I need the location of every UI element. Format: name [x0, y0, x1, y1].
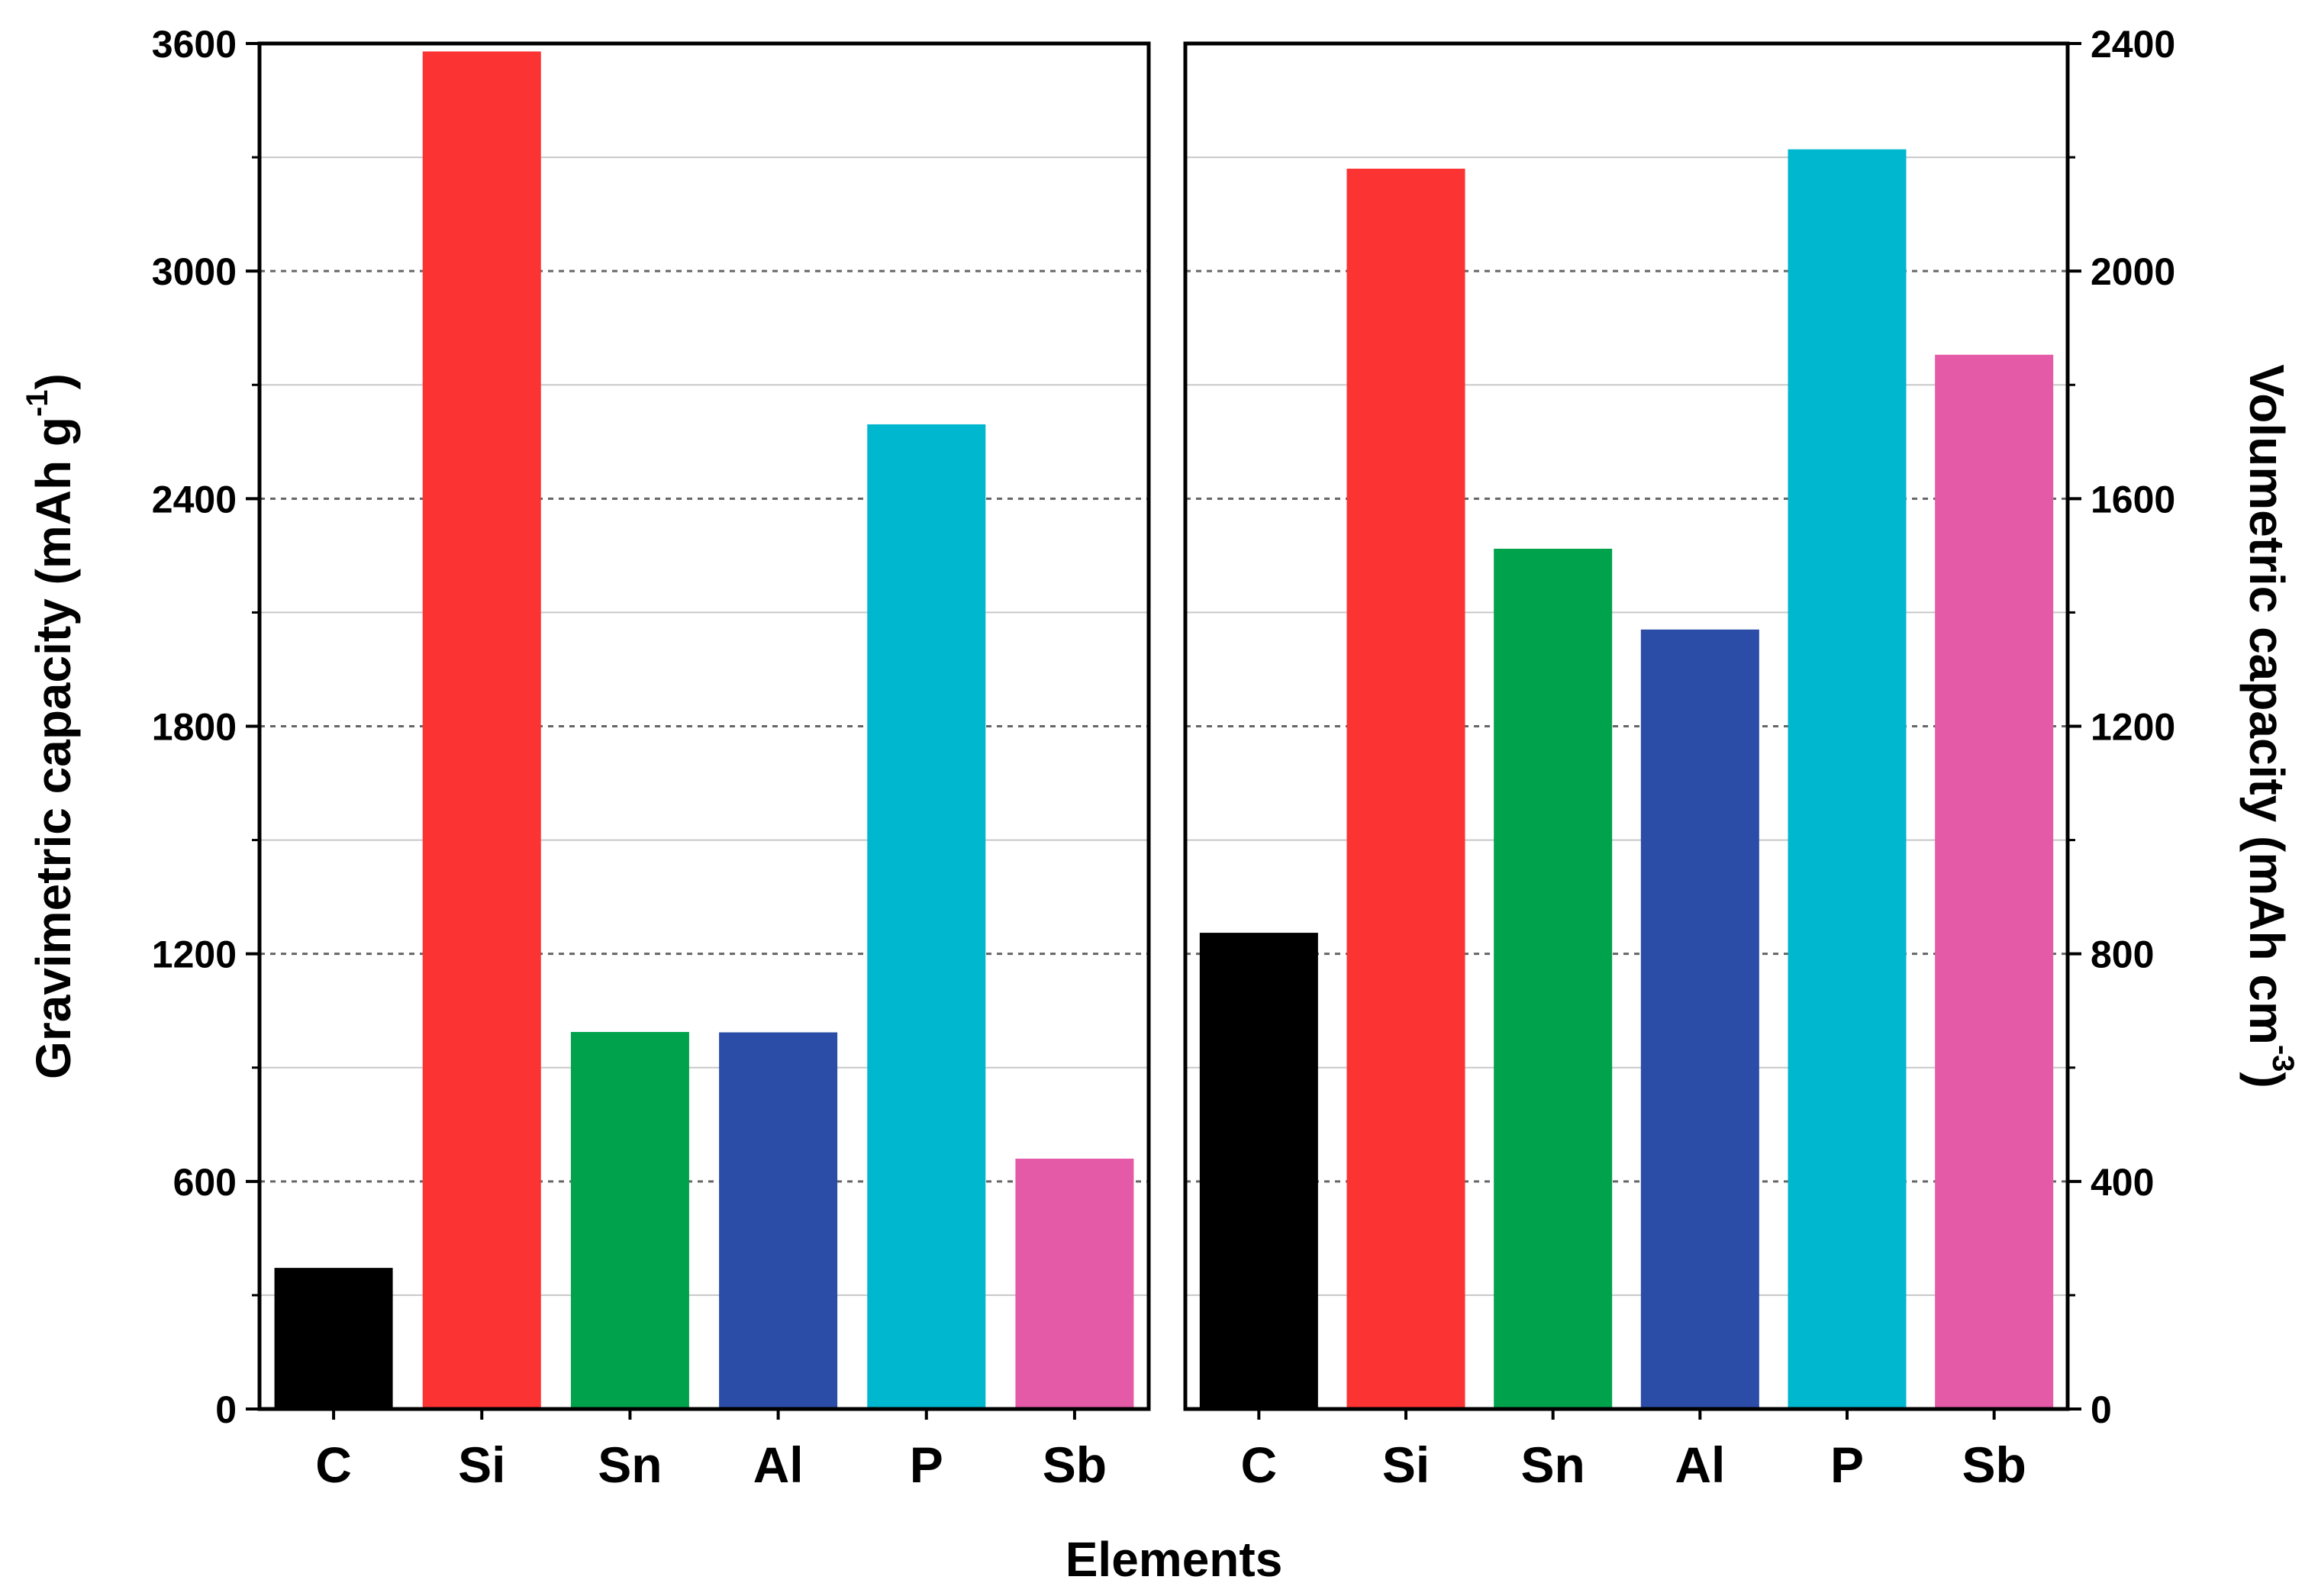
y-tick-label: 2400: [152, 478, 237, 521]
y-tick-label: 0: [2091, 1388, 2112, 1431]
x-tick-label-c: C: [1240, 1436, 1277, 1493]
y-tick-label: 1600: [2091, 478, 2175, 521]
x-tick-label-sb: Sb: [1043, 1436, 1107, 1493]
volumetric-capacity-panel: C Si Sn Al P Sb 0 400 800 1200 1600 2000 2400 Volumet…: [1183, 23, 2300, 1493]
y-tick-label: 2000: [2091, 250, 2175, 293]
bar-sb: [1015, 1159, 1134, 1409]
x-tick-label-si: Si: [1382, 1436, 1430, 1493]
y-tick-label: 3000: [152, 250, 237, 293]
x-tick-label-al: Al: [753, 1436, 804, 1493]
y-tick-label: 3600: [152, 23, 237, 66]
y-tick-label: 600: [173, 1161, 237, 1204]
y-axis-title: Volumetric capacity (mAh cm-3): [2239, 364, 2300, 1088]
bar-c: [274, 1268, 393, 1409]
bar-sb: [1935, 354, 2054, 1409]
bar-al: [719, 1032, 838, 1409]
y-tick-label: 1200: [152, 933, 237, 976]
x-tick-label-p: P: [1830, 1436, 1864, 1493]
y-tick-label: 1200: [2091, 706, 2175, 749]
x-tick-label-sn: Sn: [1520, 1436, 1585, 1493]
y-tick-label: 2400: [2091, 23, 2175, 66]
x-tick-label-al: Al: [1675, 1436, 1725, 1493]
x-tick-label-si: Si: [458, 1436, 505, 1493]
bar-sn: [570, 1032, 689, 1409]
bar-sn: [1494, 548, 1613, 1410]
y-tick-label: 800: [2091, 933, 2154, 976]
x-tick-label-sb: Sb: [1962, 1436, 2026, 1493]
x-tick-label-p: P: [910, 1436, 943, 1493]
y-axis-title: Gravimetric capacity (mAh g-1): [21, 373, 81, 1079]
bar-si: [1346, 168, 1465, 1409]
gravimetric-capacity-panel: C Si Sn Al P Sb 0 600 1200 1800 2400 3000 3600 Gravim…: [21, 23, 1151, 1493]
bar-p: [1788, 149, 1907, 1410]
x-axis-title: Elements: [1066, 1532, 1283, 1587]
x-tick-label-sn: Sn: [598, 1436, 662, 1493]
bar-c: [1199, 933, 1318, 1409]
y-tick-label: 400: [2091, 1161, 2154, 1204]
y-tick-label: 0: [215, 1388, 237, 1431]
bar-si: [422, 51, 541, 1410]
bar-p: [867, 424, 986, 1409]
x-tick-label-c: C: [315, 1436, 352, 1493]
bar-al: [1640, 629, 1759, 1409]
y-tick-label: 1800: [152, 706, 237, 749]
